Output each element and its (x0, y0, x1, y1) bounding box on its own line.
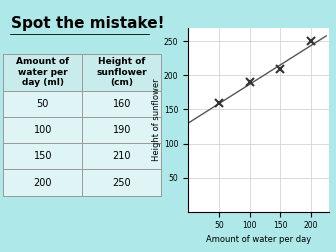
Text: Spot the mistake!: Spot the mistake! (11, 16, 164, 31)
Y-axis label: Height of sunflower: Height of sunflower (152, 78, 161, 161)
X-axis label: Amount of water per day: Amount of water per day (206, 235, 311, 244)
